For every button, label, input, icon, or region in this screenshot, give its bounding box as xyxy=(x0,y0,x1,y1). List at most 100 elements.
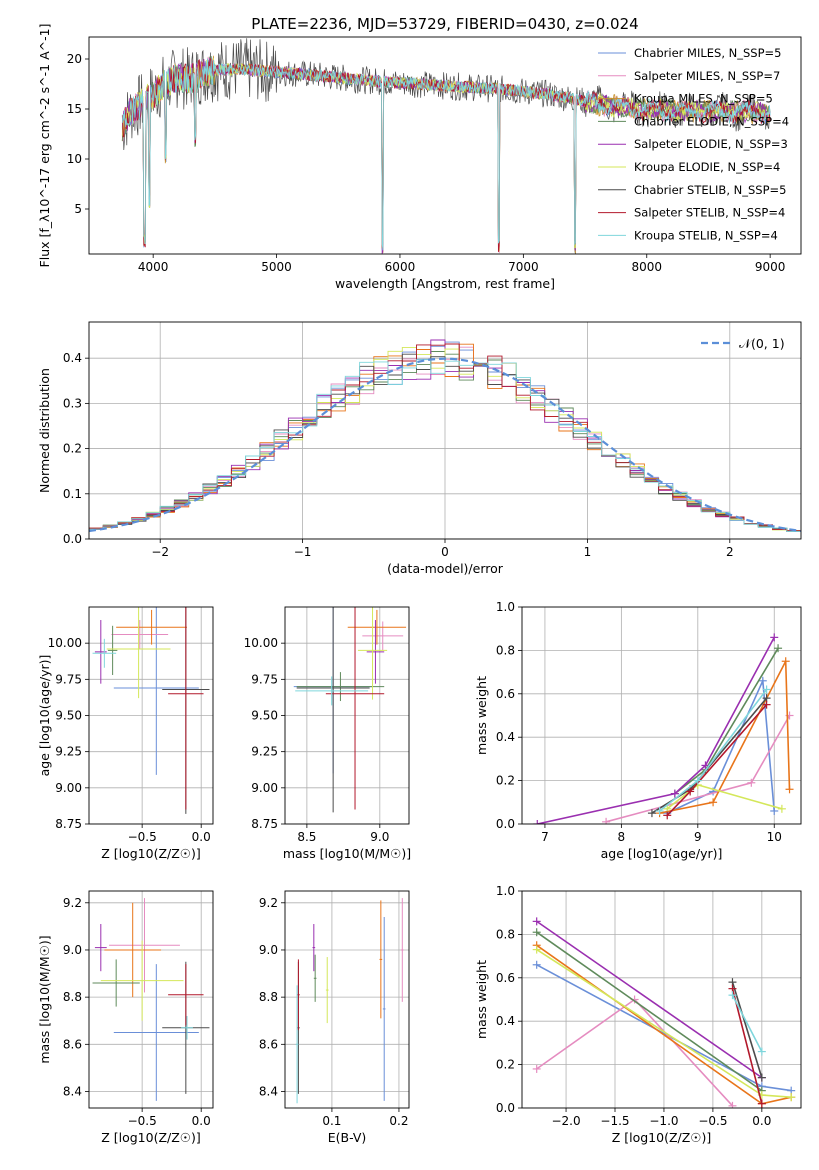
y-tick-label: 0.6 xyxy=(496,687,515,701)
errorbar-point-2 xyxy=(109,898,180,993)
x-tick-label: 7000 xyxy=(508,260,539,274)
y-tick-label: 8.4 xyxy=(63,1084,82,1098)
y-tick-label: 8.6 xyxy=(259,1037,278,1051)
weight-marker xyxy=(663,811,672,820)
x-tick-label: 8.5 xyxy=(297,830,316,844)
legend: Chabrier MILES, N_SSP=5 Salpeter MILES, N… xyxy=(598,46,789,242)
x-tick-label: 0.1 xyxy=(322,1114,341,1128)
weight-marker xyxy=(762,700,771,709)
plot-area xyxy=(89,607,213,824)
panel-mass-vs-Z: −0.5 0.0 8.4 8.6 8.8 9.0 9.2 Z [log10(Z/Z☉)] mas… xyxy=(37,890,214,1145)
errorbar-point-9 xyxy=(295,985,299,1104)
y-tick-label: 10.00 xyxy=(244,636,278,650)
errorbar-point-5 xyxy=(94,620,107,684)
weight-marker xyxy=(709,798,718,807)
y-tick-label: 0.2 xyxy=(496,1058,515,1072)
weight-line-5 xyxy=(537,637,775,824)
errorbar-point-6 xyxy=(100,940,184,1021)
plot-area xyxy=(522,607,801,824)
x-tick-label: −1.0 xyxy=(649,1114,678,1128)
errorbar-point-8 xyxy=(168,964,204,1026)
weight-marker xyxy=(602,817,611,824)
weight-marker xyxy=(777,804,786,813)
histogram-series-8 xyxy=(89,343,801,532)
errorbar-point-9 xyxy=(92,638,117,668)
errorbar-point-5 xyxy=(94,924,107,972)
weight-marker xyxy=(647,809,656,818)
weight-line-7 xyxy=(731,981,763,1078)
legend-label-7: Chabrier STELIB, N_SSP=5 xyxy=(634,183,786,197)
y-tick-label: 0.6 xyxy=(496,971,515,985)
y-tick-label: 9.2 xyxy=(63,896,82,910)
weight-marker xyxy=(762,685,771,694)
y-tick-label: 0.2 xyxy=(496,774,515,788)
weight-marker xyxy=(693,776,702,785)
legend: 𝒩(0, 1) xyxy=(701,336,785,351)
weight-marker xyxy=(532,960,541,969)
x-tick-label: 9 xyxy=(694,830,702,844)
plot-area xyxy=(285,891,409,1108)
y-tick-label: 0.4 xyxy=(496,1014,515,1028)
legend-label-9: Kroupa STELIB, N_SSP=4 xyxy=(634,228,778,242)
x-tick-label: −2 xyxy=(151,545,169,559)
errorbar-point-8 xyxy=(325,607,385,810)
x-tick-label: 6000 xyxy=(385,260,416,274)
weight-marker xyxy=(770,633,779,642)
weight-marker xyxy=(774,644,783,653)
errorbar-point-5 xyxy=(312,924,316,972)
errorbar-point-3 xyxy=(379,900,383,1019)
x-axis-label: Z [log10(Z/Z☉)] xyxy=(101,846,201,861)
x-tick-label: 9.0 xyxy=(370,830,389,844)
legend-label-6: Kroupa ELODIE, N_SSP=4 xyxy=(634,160,780,174)
legend-label-2: Salpeter MILES, N_SSP=7 xyxy=(634,69,780,83)
x-tick-label: 0.0 xyxy=(752,1114,771,1128)
errorbar-point-4 xyxy=(296,672,385,702)
y-tick-label: 0.8 xyxy=(496,643,515,657)
plot-area xyxy=(89,322,801,539)
errorbar-point-2 xyxy=(362,621,404,651)
y-tick-label: 0.4 xyxy=(63,351,82,365)
y-tick-label: 9.75 xyxy=(251,672,278,686)
x-tick-label: 8000 xyxy=(631,260,662,274)
axes-frame xyxy=(521,606,802,825)
panel-mass-vs-EBV: 0.1 0.2 8.4 8.6 8.8 9.0 9.2 E(B-V) xyxy=(259,890,410,1145)
errorbar-point-3 xyxy=(104,902,162,998)
weight-marker xyxy=(655,806,664,815)
y-tick-label: 0.3 xyxy=(63,396,82,410)
y-tick-label: 0.2 xyxy=(63,442,82,456)
y-tick-label: 9.50 xyxy=(251,709,278,723)
y-tick-label: 15 xyxy=(67,102,82,116)
x-tick-label: 0.0 xyxy=(192,830,211,844)
y-tick-label: 0.0 xyxy=(496,817,515,831)
normal-curve xyxy=(89,357,801,533)
weight-marker xyxy=(728,991,737,1000)
panel-age-vs-mass: 8.5 9.0 8.75 9.00 9.25 9.50 9.75 10.00 mass [log… xyxy=(244,606,411,861)
errorbar-point-5 xyxy=(366,620,385,684)
legend-label-5: Salpeter ELODIE, N_SSP=3 xyxy=(634,137,788,151)
plot-area xyxy=(89,891,213,1108)
y-tick-label: 8.6 xyxy=(63,1037,82,1051)
weight-line-3 xyxy=(659,660,791,814)
weight-line-8 xyxy=(731,988,763,1104)
weight-marker xyxy=(701,761,710,770)
plot-area xyxy=(522,891,801,1108)
weight-marker xyxy=(532,1064,541,1073)
errorbar-point-1 xyxy=(382,916,386,1101)
panel-spectrum: 4000 5000 6000 7000 8000 9000 5 10 15 20 wavelengt… xyxy=(37,24,802,291)
weight-marker xyxy=(728,1101,737,1108)
axes-frame xyxy=(88,890,214,1109)
x-axis-label: mass [log10(M/M☉)] xyxy=(283,846,411,861)
y-tick-label: 20 xyxy=(67,52,82,66)
y-axis-label: mass [log10(M/M☉)] xyxy=(37,935,52,1063)
spectrum-line-9 xyxy=(121,58,771,251)
y-tick-label: 9.00 xyxy=(251,781,278,795)
errorbar-point-1 xyxy=(113,607,199,775)
weight-marker xyxy=(532,928,541,937)
errorbar-point-2 xyxy=(111,620,169,649)
y-tick-label: 1.0 xyxy=(496,600,515,614)
weight-line-4 xyxy=(674,647,779,795)
y-tick-label: 0.4 xyxy=(496,730,515,744)
y-tick-label: 0.0 xyxy=(496,1101,515,1115)
weight-line-8 xyxy=(666,704,768,816)
weight-marker xyxy=(770,806,779,815)
